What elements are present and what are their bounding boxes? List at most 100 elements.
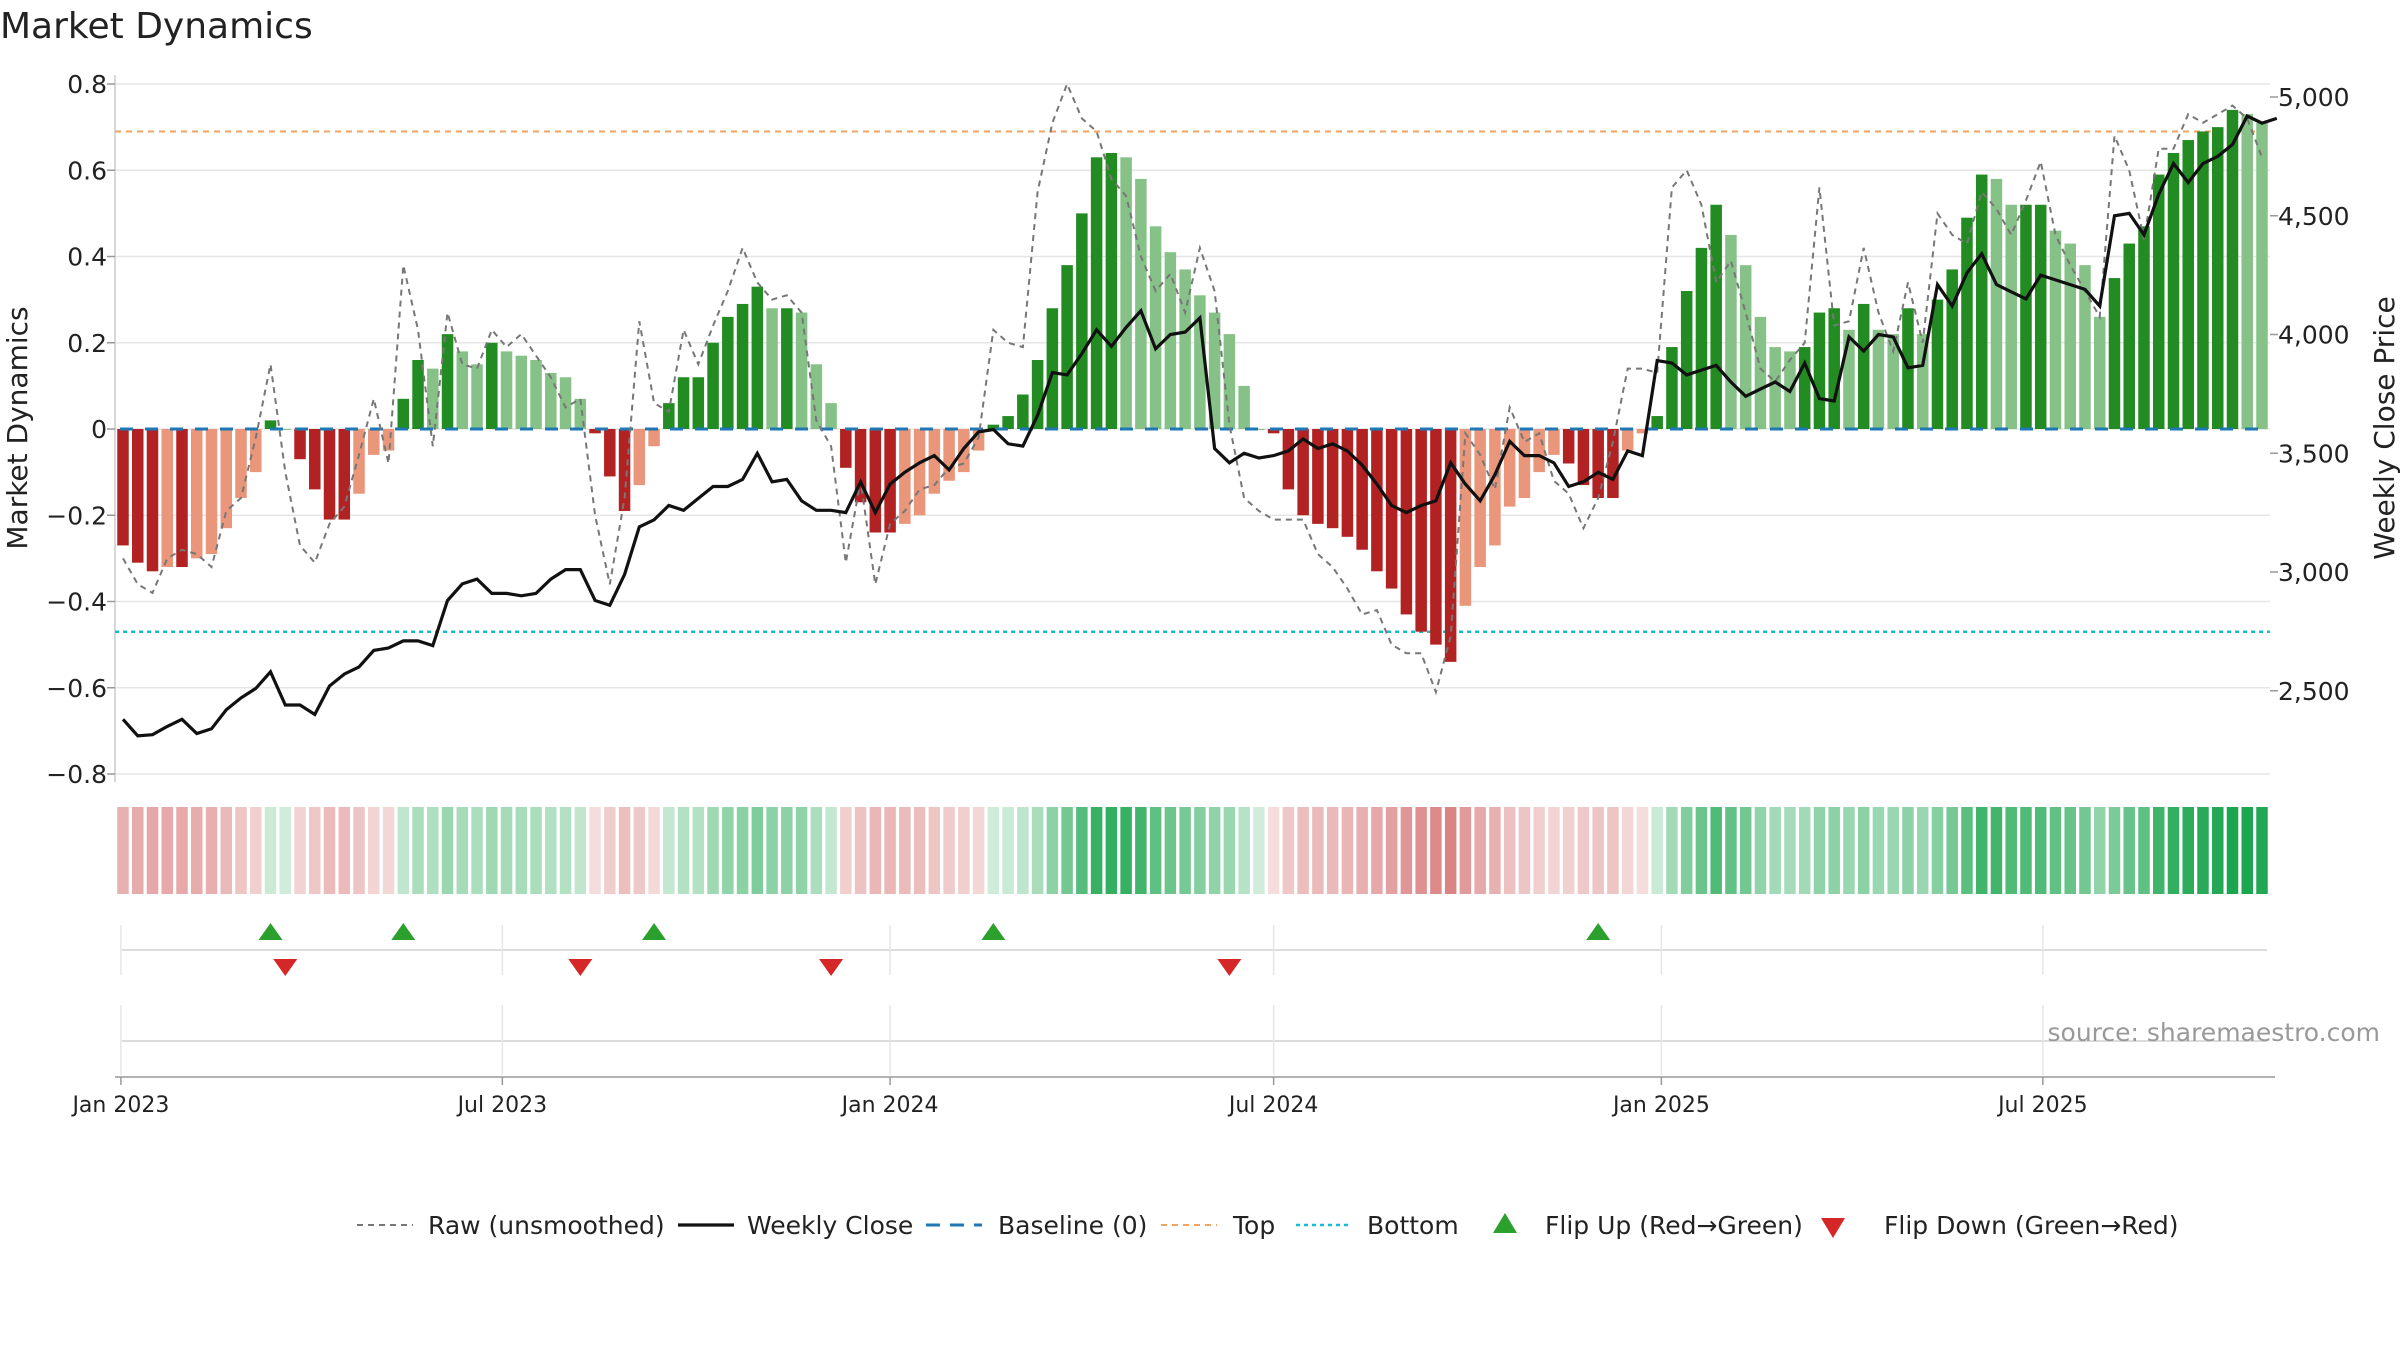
- flip-down-marker: [568, 959, 593, 976]
- dynamics-bar: [294, 429, 306, 460]
- heat-cell: [1548, 807, 1560, 894]
- dynamics-bar: [825, 403, 837, 429]
- dynamics-bar: [2197, 131, 2209, 429]
- heat-cell: [1843, 807, 1855, 894]
- heat-cell: [146, 807, 159, 894]
- dynamics-bar: [1666, 347, 1678, 429]
- dynamics-bar: [1548, 429, 1560, 455]
- dynamics-bar: [2167, 153, 2180, 429]
- dynamics-bar: [2241, 114, 2254, 429]
- dynamics-bar: [2108, 278, 2121, 429]
- heat-cell: [884, 807, 896, 894]
- heat-cell: [677, 807, 690, 894]
- dynamics-bar: [412, 360, 424, 429]
- dynamics-bar: [1297, 429, 1309, 516]
- dynamics-bar: [1562, 429, 1575, 464]
- dynamics-bar: [1120, 157, 1132, 429]
- heat-cell: [353, 807, 365, 894]
- heat-cell: [486, 807, 498, 894]
- heat-cell: [2167, 807, 2180, 894]
- x-axis-ticks: Jan 2023 Jul 2023 Jan 2024 Jul 2024 Jan 2025…: [70, 1076, 2275, 1118]
- heat-cell: [1754, 807, 1767, 894]
- source-note: source: sharemaestro.com: [2048, 1018, 2381, 1047]
- dynamics-bar: [574, 398, 587, 429]
- y-tick-label: 0.2: [67, 329, 107, 358]
- heat-cell: [176, 807, 188, 894]
- dynamics-bar: [1385, 429, 1398, 589]
- x-tick-label: Jul 2024: [1227, 1093, 1319, 1118]
- heat-cell: [1695, 807, 1708, 894]
- heat-cell: [1223, 807, 1236, 894]
- heat-cell: [840, 807, 852, 894]
- dynamics-bar: [1002, 416, 1014, 429]
- heat-cell: [1135, 807, 1147, 894]
- heat-cell: [1238, 807, 1250, 894]
- heat-cell: [648, 807, 660, 894]
- dynamics-bar: [1592, 429, 1604, 498]
- dynamics-bar: [2152, 174, 2165, 429]
- dynamics-bar: [1533, 429, 1545, 473]
- dynamics-bar: [441, 334, 454, 429]
- heat-cell: [161, 807, 174, 894]
- dynamics-bar: [1946, 269, 1958, 429]
- flip-up-marker: [258, 923, 283, 940]
- dynamics-bar: [1931, 299, 1944, 429]
- dynamics-bar: [1857, 303, 1870, 429]
- dynamics-bar: [1253, 429, 1265, 430]
- heat-cell: [589, 807, 601, 894]
- heat-cell: [323, 807, 336, 894]
- y2-tick-label: 2,500: [2278, 677, 2350, 706]
- heat-cell: [545, 807, 557, 894]
- dynamics-bar: [2005, 204, 2017, 429]
- dynamics-bar: [2256, 122, 2268, 429]
- heat-cell: [1710, 807, 1722, 894]
- heat-cell: [368, 807, 380, 894]
- dynamics-bars: [117, 109, 2268, 662]
- dynamics-bar: [2226, 109, 2239, 429]
- dynamics-bar: [1754, 316, 1767, 429]
- heat-cell: [1297, 807, 1309, 894]
- y2-tick-label: 5,000: [2278, 83, 2350, 112]
- dynamics-bar: [677, 377, 690, 429]
- heat-cell: [500, 807, 513, 894]
- flip-down-marker: [819, 959, 844, 976]
- dynamics-bar: [176, 429, 188, 567]
- dynamics-bar: [1135, 178, 1147, 429]
- heat-cell: [2064, 807, 2076, 894]
- dynamics-bar: [648, 429, 660, 447]
- dynamics-bar: [1680, 291, 1693, 429]
- dynamics-bar: [1076, 213, 1088, 429]
- x-tick-label: Jul 2023: [456, 1093, 548, 1118]
- dynamics-bar: [928, 429, 941, 494]
- dynamics-bar: [1061, 265, 1073, 429]
- dynamics-bar: [161, 429, 174, 567]
- heat-cell: [574, 807, 587, 894]
- heat-cell: [1813, 807, 1826, 894]
- dynamics-bar: [530, 360, 542, 429]
- dynamics-bar: [1341, 429, 1354, 537]
- dynamics-bar: [2079, 265, 2091, 429]
- dynamics-bar: [1090, 157, 1103, 429]
- heat-cell: [2005, 807, 2017, 894]
- dynamics-bar: [1739, 265, 1752, 429]
- flip-up-marker: [1586, 923, 1611, 940]
- heat-cell: [825, 807, 837, 894]
- dynamics-bar: [191, 429, 203, 559]
- heat-cell: [264, 807, 277, 894]
- dynamics-bar: [486, 342, 498, 429]
- dynamics-bar: [471, 364, 483, 429]
- legend-baseline-label: Baseline (0): [998, 1211, 1147, 1240]
- y-tick-label: 0.8: [67, 70, 107, 99]
- dynamics-bar: [397, 398, 410, 429]
- dynamics-bar: [338, 429, 351, 520]
- legend-close-label: Weekly Close: [747, 1211, 913, 1240]
- dynamics-bar: [1194, 295, 1206, 429]
- dynamics-bar: [972, 429, 985, 451]
- heat-cell: [117, 807, 129, 894]
- dynamics-bar: [146, 429, 159, 572]
- heat-cell: [1857, 807, 1870, 894]
- dynamics-bar: [913, 429, 926, 516]
- y2-axis-label: Weekly Close Price: [2368, 296, 2400, 559]
- raw-unsmoothed-line: [122, 81, 2263, 696]
- dynamics-bar: [1813, 312, 1826, 429]
